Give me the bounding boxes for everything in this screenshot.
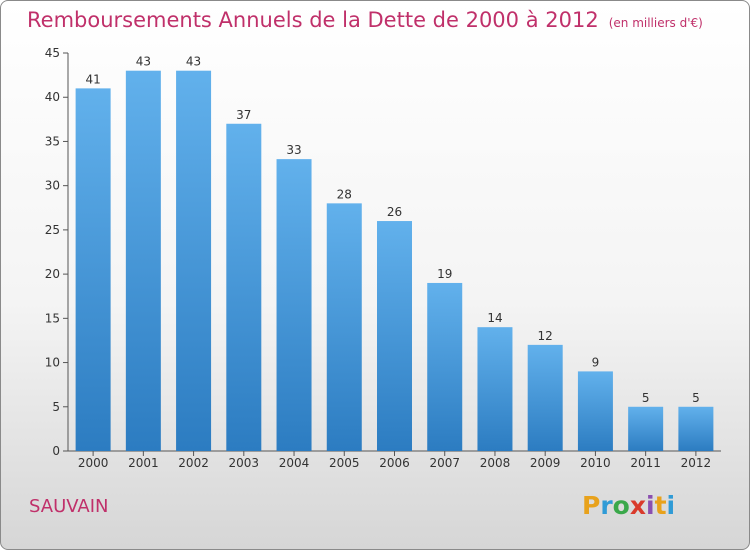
bar	[628, 406, 664, 451]
bar	[125, 70, 161, 451]
bar	[226, 123, 262, 451]
y-tick-label: 45	[45, 46, 60, 60]
x-tick-label: 2012	[681, 456, 712, 470]
y-tick-label: 35	[45, 134, 60, 148]
x-tick-label: 2010	[580, 456, 611, 470]
logo-letter: P	[582, 491, 601, 520]
data-label: 41	[85, 72, 100, 86]
data-label: 5	[692, 391, 700, 405]
data-label: 14	[487, 311, 502, 325]
labels: 41 2000 43 2001 43 2002 37 2003 33 2004 28 2005 26 20…	[78, 55, 711, 470]
y-tick-label: 10	[45, 356, 60, 370]
bar	[377, 221, 412, 451]
data-label: 37	[236, 108, 251, 122]
data-label: 43	[136, 55, 151, 69]
y-tick-label: 30	[45, 179, 60, 193]
y-tick-label: 5	[52, 400, 60, 414]
x-tick-label: 2011	[630, 456, 661, 470]
y-tick-label: 40	[45, 90, 60, 104]
proxiti-logo: Proxiti	[582, 491, 675, 520]
chart-title: Remboursements Annuels de la Dette de 20…	[27, 8, 703, 32]
bar	[527, 344, 563, 451]
data-label: 43	[186, 55, 201, 69]
y-tick-label: 0	[52, 444, 60, 458]
y-tick-label: 25	[45, 223, 60, 237]
logo-letter: r	[600, 491, 613, 520]
logo-letter: x	[629, 491, 646, 520]
x-tick-label: 2006	[379, 456, 410, 470]
x-tick-label: 2005	[329, 456, 360, 470]
data-label: 12	[538, 329, 553, 343]
bar	[577, 371, 613, 451]
logo-letter: o	[612, 491, 630, 520]
data-label: 5	[642, 391, 650, 405]
bar	[678, 406, 714, 451]
x-tick-label: 2004	[279, 456, 310, 470]
bar	[427, 282, 463, 451]
commune-name: SAUVAIN	[29, 496, 109, 517]
x-tick-label: 2000	[78, 456, 109, 470]
x-tick-label: 2009	[530, 456, 561, 470]
logo-letter: i	[646, 491, 655, 520]
axes: 0 5 10 15 20 25 30 35 40 45	[45, 46, 721, 458]
bar	[276, 159, 312, 451]
data-label: 33	[286, 143, 301, 157]
data-label: 26	[387, 205, 402, 219]
data-label: 19	[437, 267, 452, 281]
x-tick-label: 2003	[229, 456, 260, 470]
bar	[75, 88, 111, 451]
y-tick-label: 15	[45, 311, 60, 325]
data-label: 28	[337, 187, 352, 201]
chart-unit: (en milliers d'€)	[608, 16, 703, 30]
x-tick-label: 2007	[429, 456, 460, 470]
y-tick-label: 20	[45, 267, 60, 281]
x-tick-label: 2008	[480, 456, 511, 470]
data-label: 9	[592, 355, 600, 369]
bars	[75, 70, 714, 451]
x-tick-label: 2001	[128, 456, 159, 470]
logo-letter: i	[666, 491, 676, 520]
logo-letter: t	[654, 491, 667, 520]
bar	[176, 70, 212, 451]
x-tick-label: 2002	[178, 456, 209, 470]
bar	[477, 327, 513, 451]
bar	[326, 203, 362, 451]
